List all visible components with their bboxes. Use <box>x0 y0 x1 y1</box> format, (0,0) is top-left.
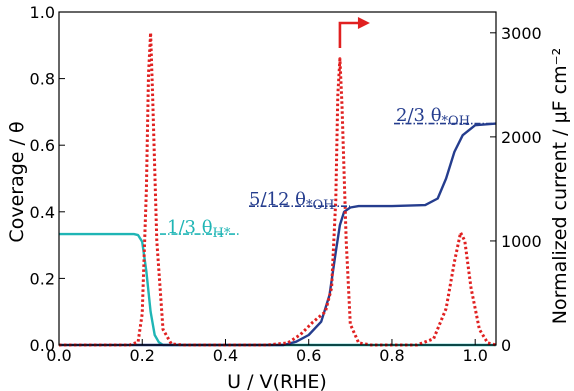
left-y-tick-label: 0.2 <box>30 269 55 288</box>
h-coverage-annotation: 1/3 θH* <box>167 217 231 241</box>
arrow-head <box>357 17 370 29</box>
left-y-tick-label: 0.6 <box>30 136 55 155</box>
direction-arrow <box>338 17 370 48</box>
x-tick-label: 0.6 <box>296 346 321 365</box>
x-tick-label: 0.4 <box>213 346 238 365</box>
left-y-tick-label: 0.4 <box>30 203 55 222</box>
x-tick-label: 0.2 <box>130 346 155 365</box>
left-y-tick-label: 0.0 <box>30 336 55 355</box>
x-tick-label: 1.0 <box>462 346 487 365</box>
oh-coverage-5-12-annotation: 5/12 θ*OH <box>249 189 334 213</box>
x-tick-label: 0.0 <box>46 346 71 365</box>
right-y-tick-label: 1000 <box>501 232 542 251</box>
left-y-tick-label: 0.8 <box>30 70 55 89</box>
oh-coverage-2-3-annotation: 2/3 θ*OH <box>396 105 470 129</box>
right-y-axis-title: Normalized current / μF cm⁻² <box>549 48 571 324</box>
right-y-tick-label: 3000 <box>501 24 542 43</box>
left-y-axis-title: Coverage / θ <box>6 121 28 242</box>
annotation-group: 1/3 θH* 5/12 θ*OH 2/3 θ*OH <box>160 105 496 241</box>
plot-frame <box>58 11 497 346</box>
h-coverage-line <box>59 232 496 347</box>
right-y-tick-label: 2000 <box>501 128 542 147</box>
plot-lines <box>59 31 497 347</box>
arrow-shaft <box>338 21 362 48</box>
left-y-axis-ticks: 0.0 0.2 0.4 0.6 0.8 1.0 <box>30 3 65 355</box>
x-axis-ticks: 0.0 0.2 0.4 0.6 0.8 1.0 <box>46 339 488 365</box>
x-tick-label: 0.8 <box>379 346 404 365</box>
x-axis-title: U / V(RHE) <box>227 371 327 391</box>
right-y-tick-label: 0 <box>501 336 511 355</box>
oh-coverage-line <box>59 122 497 347</box>
right-y-axis-ticks: 0 1000 2000 3000 <box>490 24 542 355</box>
current-line <box>59 31 497 347</box>
left-y-tick-label: 1.0 <box>30 3 55 22</box>
